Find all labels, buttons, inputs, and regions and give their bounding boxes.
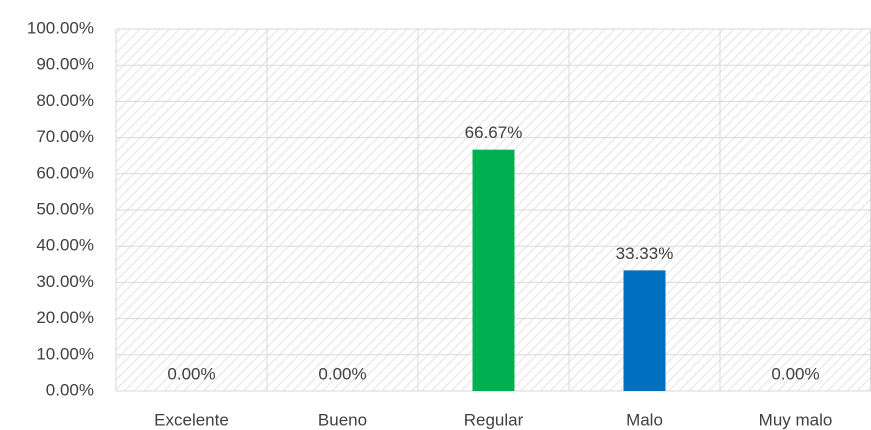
bar [623, 270, 666, 391]
data-label: 66.67% [465, 123, 523, 142]
bar [472, 149, 515, 391]
y-tick-label: 80.00% [36, 91, 94, 110]
y-tick-label: 60.00% [36, 163, 94, 182]
y-tick-label: 20.00% [36, 308, 94, 327]
data-label: 0.00% [318, 364, 366, 383]
x-tick-label: Bueno [318, 410, 367, 429]
x-tick-label: Regular [464, 410, 524, 429]
x-tick-label: Muy malo [759, 410, 833, 429]
y-tick-label: 70.00% [36, 127, 94, 146]
data-label: 0.00% [167, 364, 215, 383]
data-label: 33.33% [616, 244, 674, 263]
x-tick-label: Excelente [154, 410, 229, 429]
y-tick-label: 100.00% [27, 18, 94, 37]
y-tick-label: 90.00% [36, 55, 94, 74]
data-label: 0.00% [771, 364, 819, 383]
y-tick-label: 50.00% [36, 199, 94, 218]
y-tick-label: 40.00% [36, 236, 94, 255]
y-tick-label: 30.00% [36, 272, 94, 291]
x-tick-label: Malo [626, 410, 663, 429]
y-tick-label: 10.00% [36, 344, 94, 363]
y-tick-label: 0.00% [46, 380, 94, 399]
